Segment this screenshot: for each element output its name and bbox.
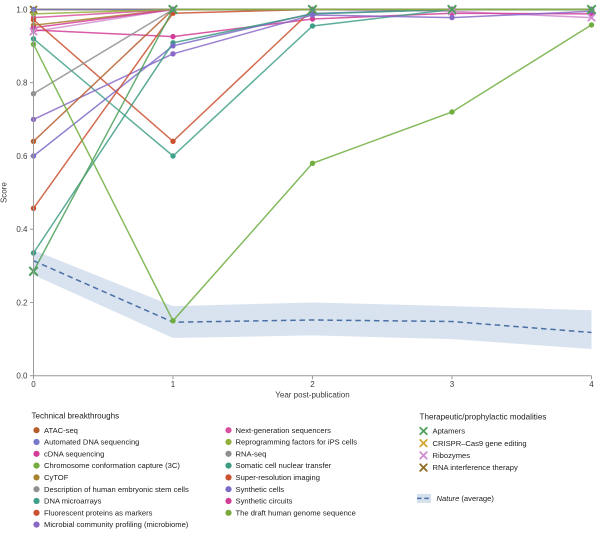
svg-text:Somatic cell nuclear transfer: Somatic cell nuclear transfer: [236, 461, 332, 470]
svg-text:Ribozymes: Ribozymes: [433, 451, 471, 460]
svg-text:CRISPR–Cas9 gene editing: CRISPR–Cas9 gene editing: [433, 439, 527, 448]
svg-text:Nature (average): Nature (average): [437, 494, 495, 503]
svg-text:Fluorescent proteins as marker: Fluorescent proteins as markers: [44, 508, 153, 517]
svg-text:0.4: 0.4: [16, 225, 28, 234]
svg-text:Microbial community profiling: Microbial community profiling (microbiom…: [44, 520, 189, 529]
svg-text:3: 3: [450, 380, 455, 389]
svg-text:0.6: 0.6: [16, 152, 28, 161]
svg-text:RNA-seq: RNA-seq: [236, 449, 267, 458]
svg-text:ATAC-seq: ATAC-seq: [44, 426, 78, 435]
svg-text:0.8: 0.8: [16, 79, 28, 88]
svg-text:Year post-publication: Year post-publication: [275, 391, 349, 400]
svg-text:RNA interference therapy: RNA interference therapy: [433, 463, 518, 472]
svg-text:Description of human embryonic: Description of human embryonic stem cell…: [44, 485, 189, 494]
svg-text:Therapeutic/prophylactic modal: Therapeutic/prophylactic modalities: [420, 413, 547, 422]
svg-text:CyTOF: CyTOF: [44, 473, 69, 482]
svg-text:Synthetic cells: Synthetic cells: [236, 485, 285, 494]
svg-text:0.0: 0.0: [16, 372, 28, 381]
svg-text:Score: Score: [0, 182, 9, 203]
svg-text:Next-generation sequencers: Next-generation sequencers: [236, 426, 332, 435]
svg-text:0: 0: [31, 380, 36, 389]
svg-text:Super-resolution imaging: Super-resolution imaging: [236, 473, 320, 482]
svg-text:cDNA sequencing: cDNA sequencing: [44, 449, 104, 458]
svg-text:Technical breakthroughs: Technical breakthroughs: [32, 412, 120, 421]
svg-text:1.0: 1.0: [16, 5, 28, 14]
svg-text:0.2: 0.2: [16, 298, 28, 307]
svg-text:Reprogramming factors for iPS: Reprogramming factors for iPS cells: [236, 438, 358, 447]
svg-text:The draft human genome sequenc: The draft human genome sequence: [236, 508, 356, 517]
svg-text:Automated DNA sequencing: Automated DNA sequencing: [44, 438, 139, 447]
svg-text:Aptamers: Aptamers: [433, 427, 466, 436]
svg-text:Synthetic circuits: Synthetic circuits: [236, 497, 293, 506]
svg-text:1: 1: [171, 380, 176, 389]
svg-text:DNA microarrays: DNA microarrays: [44, 497, 102, 506]
svg-text:4: 4: [589, 380, 594, 389]
svg-text:Chromosome conformation captur: Chromosome conformation capture (3C): [44, 461, 180, 470]
svg-text:2: 2: [310, 380, 315, 389]
